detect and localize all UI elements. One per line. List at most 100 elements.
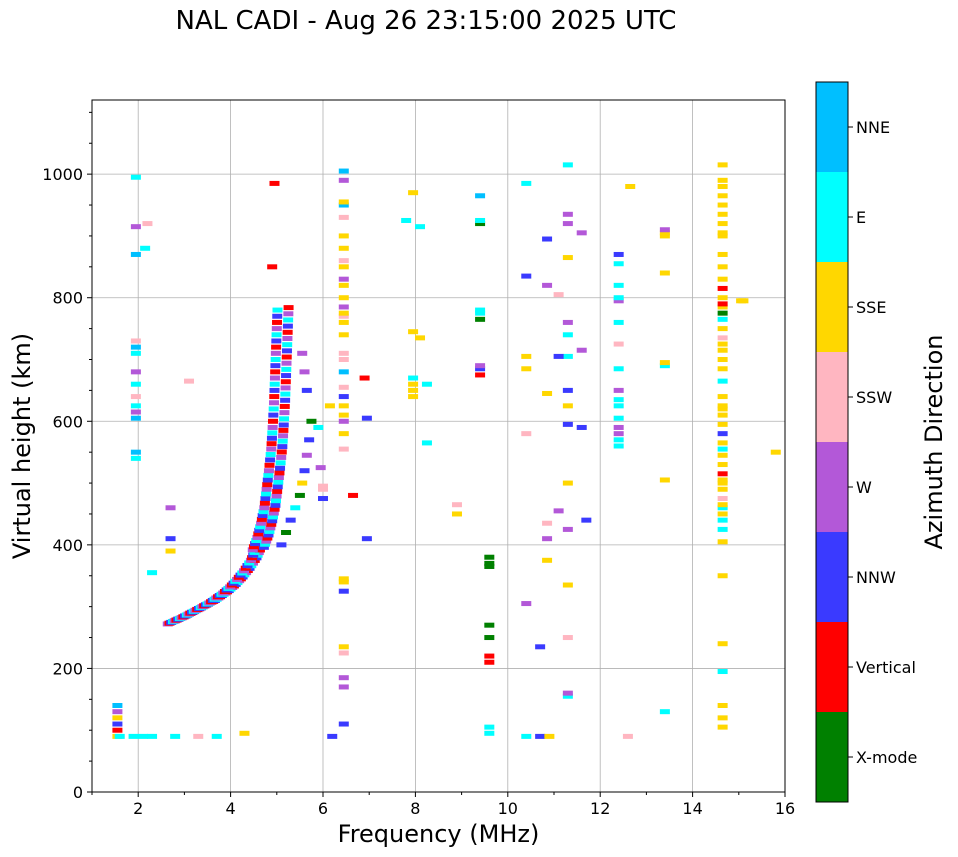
ftrace-point [251,538,262,544]
x-tick-label: 4 [226,799,236,818]
ftrace-point [254,547,265,553]
baseline-point [170,733,181,739]
ftrace-point [277,444,288,450]
colorbar-tick-label: NNW [856,568,896,587]
column-point [484,554,495,560]
ftrace-point [273,475,284,481]
scatter-point [576,347,587,353]
x-axis-label: Frequency (MHz) [338,820,540,848]
ftrace-point [265,457,276,463]
scatter-point [542,557,553,563]
ftrace-point [244,560,255,566]
scatter-point [521,431,532,437]
column-point [338,675,349,681]
ftrace-point [245,557,256,563]
column-point [659,477,670,483]
ftrace-point [273,479,284,485]
column-point [613,282,624,288]
column-point [717,511,728,517]
column-point [562,693,573,699]
ftrace-point [281,354,292,360]
x-tick-label: 12 [590,799,610,818]
ftrace-point [278,427,289,433]
scatter-point [553,292,564,298]
column-point [338,276,349,282]
low-echo-point [112,709,123,715]
ftrace-point [282,335,293,341]
chart-title: NAL CADI - Aug 26 23:15:00 2025 UTC [175,6,677,36]
column-point [717,440,728,446]
column-point [130,338,141,344]
scatter-point [147,570,158,576]
ftrace-point [279,416,290,422]
column-point [338,579,349,585]
ftrace-point [271,326,282,332]
ftrace-point [262,482,273,488]
ftrace-point [275,465,286,471]
ftrace-point [270,498,281,504]
scatter-point [318,496,328,502]
colorbar-swatch [816,82,848,172]
column-point [717,304,728,310]
scatter-point [140,245,151,251]
ftrace-point [277,438,288,444]
column-point [484,653,495,659]
column-point [717,230,728,236]
column-point [717,193,728,199]
column-point [659,227,670,233]
column-point [130,449,141,455]
ftrace-point [258,509,269,515]
secondary-trace-point [301,452,312,458]
column-point [338,177,349,183]
ftrace-point [282,342,293,348]
secondary-trace-point [281,530,292,535]
column-point [613,295,624,301]
ftrace-point [279,403,290,409]
x-tick-label: 16 [775,799,795,818]
column-point [717,486,728,492]
column-point [717,184,728,189]
ftrace-point [266,435,277,441]
ftrace-point [278,422,289,428]
ftrace-point [257,513,268,519]
column-point [613,403,624,409]
column-point [338,310,349,316]
scatter-point [553,508,564,514]
column-point [408,381,419,387]
secondary-trace-point [285,517,296,523]
ftrace-point [269,400,280,406]
column-point [130,415,141,421]
ftrace-point [262,477,273,483]
column-point [562,353,573,359]
ftrace-point [280,379,291,385]
column-point [130,403,141,409]
column-point [130,409,141,415]
x-tick-label: 10 [498,799,518,818]
low-echo-point [112,721,123,727]
column-point [717,669,728,675]
ftrace-point [269,381,280,387]
ftrace-point [256,520,267,526]
scatter-point [415,224,426,230]
column-point [475,316,486,322]
column-point [717,502,728,508]
x-tick-label: 14 [682,799,702,818]
baseline-point [327,733,338,739]
ftrace-point [279,410,290,416]
column-point [562,403,573,409]
y-tick-label: 1000 [42,165,83,184]
column-point [408,387,419,393]
scatter-point [361,536,372,542]
column-point [562,211,573,217]
ftrace-point [280,397,291,403]
ftrace-point [252,534,263,540]
scatter-point [553,353,564,359]
column-point [659,709,670,715]
scatter-point [421,440,432,446]
column-point [659,270,670,276]
scatter-point [451,511,462,517]
ftrace-point [272,313,283,319]
y-tick-label: 800 [52,289,83,308]
column-point [562,221,573,227]
x-axis: 2 4 6 8 10 12 14 16 [91,792,795,818]
